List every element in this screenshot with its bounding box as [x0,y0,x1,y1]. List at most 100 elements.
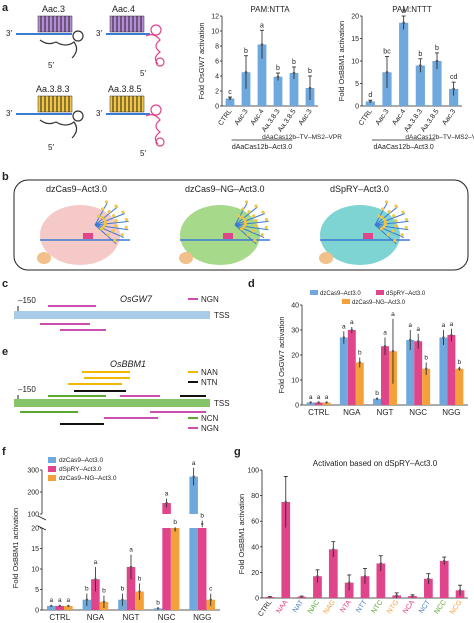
activator-strand [374,220,409,226]
significance-letter: b [85,586,89,593]
data-point [383,345,387,348]
x-tick-label: CTRL [257,599,273,618]
data-point [395,594,398,597]
bar [289,73,299,106]
significance-letter: bc [383,49,391,56]
bar [449,88,459,106]
activator-dot [391,229,395,233]
activator-strand [94,202,108,226]
y-tick-label: 60 [251,519,259,526]
data-point [452,87,455,91]
data-point [325,401,328,404]
activator-dot [100,215,104,219]
y-tick-label: 5 [355,81,359,88]
y-tick-label: 6 [215,59,219,66]
significance-letter: a [442,322,446,329]
tss-label: TSS [214,311,230,320]
activator-strand [94,224,117,245]
activator-strand [374,213,406,226]
data-point [276,75,280,79]
bar [281,502,291,598]
significance-letter: a [94,559,98,566]
activator-dot [240,227,244,231]
activator-dot [392,214,396,218]
x-tick-label: NAC [307,599,321,615]
data-point [300,595,303,598]
activator-dot [382,225,386,229]
activator-strand [234,202,248,226]
significance-letter: b [292,59,296,66]
activator-dot [102,225,106,229]
x-tick-label: Aac.3 [234,108,250,127]
y-tick-label: 20 [291,353,299,360]
y-tick-label: 2 [215,89,219,96]
ngn-legend-label: NGN [201,295,219,304]
y-tick-label: 300 [27,468,39,475]
significance-letter: b [200,513,204,520]
activator-strand [94,213,126,226]
significance-letter: a [165,491,169,498]
data-point [129,565,133,569]
x-tick-label: NCC [433,599,447,615]
x-tick-label: NGG [442,408,460,417]
activator-dot [387,210,391,214]
dzcas9-protein [40,205,120,265]
data-point [411,594,414,598]
y-tick-label: 80 [251,493,259,500]
data-point [417,340,420,343]
significance-letter: a [325,394,329,401]
end-3-label: 3′ [6,109,12,118]
x-tick-label: NGC [158,613,176,622]
tss-label: TSS [214,399,230,408]
y-tick-label: 20 [31,526,39,533]
significance-letter: a [350,319,354,326]
bar [432,61,442,106]
significance-letter: c [209,586,213,593]
x-tick-label: NGG [193,613,211,622]
x-tick-label: CTRL [358,108,374,127]
bar [382,72,392,106]
x-tick-label: NTT [355,599,369,615]
y-tick-label: 12 [211,14,219,21]
y-tick-label: 40 [251,544,259,551]
panel-label-f: f [2,446,6,458]
crrna-aac4-label: Aac.4 [112,4,135,14]
data-point [268,595,272,599]
crrna-schematics: 3′ Aac.3 5′ 3′ [6,4,165,158]
activator-dot [247,210,251,214]
chart-panel-f: 0 5 10 15 20 100 200 300 Fold OsBBM1 activation a… [11,457,220,622]
bar [328,549,338,598]
crrna-aac3-label: Aac.3 [42,4,65,14]
legend-label: dzCas9–Act3.0 [59,457,103,464]
x-tick-label: Aac.4 [250,108,266,127]
y-tick-label: 4 [215,74,219,81]
activator-dot [382,217,386,222]
group-label: dAaCas12b–TV–MS2–VPR [405,134,474,141]
activator-dot [383,220,388,224]
data-point [350,328,353,332]
activator-dot [121,210,125,214]
end-5-label: 5′ [48,61,54,70]
bar [439,560,449,598]
bar [126,566,136,610]
significance-letter: a [309,394,313,401]
bar-upper [162,503,171,514]
activator-strand [374,202,388,226]
activator-dot [114,204,118,208]
significance-letter: b [375,390,379,397]
activator-dot [237,214,241,218]
bar [455,368,464,405]
data-point [201,522,204,526]
chart-title: PAM:NTTT [392,5,432,14]
activator-dot [242,217,246,222]
bar [414,341,423,405]
panel-label-d: d [248,278,255,290]
bar-lower [170,528,180,610]
activator-dot [377,214,381,218]
x-tick-label: NAG [323,599,337,615]
activator-dot [254,204,258,208]
x-tick-label: NGT [123,613,140,622]
activator-dot [264,225,268,230]
activator-dot [404,225,408,230]
